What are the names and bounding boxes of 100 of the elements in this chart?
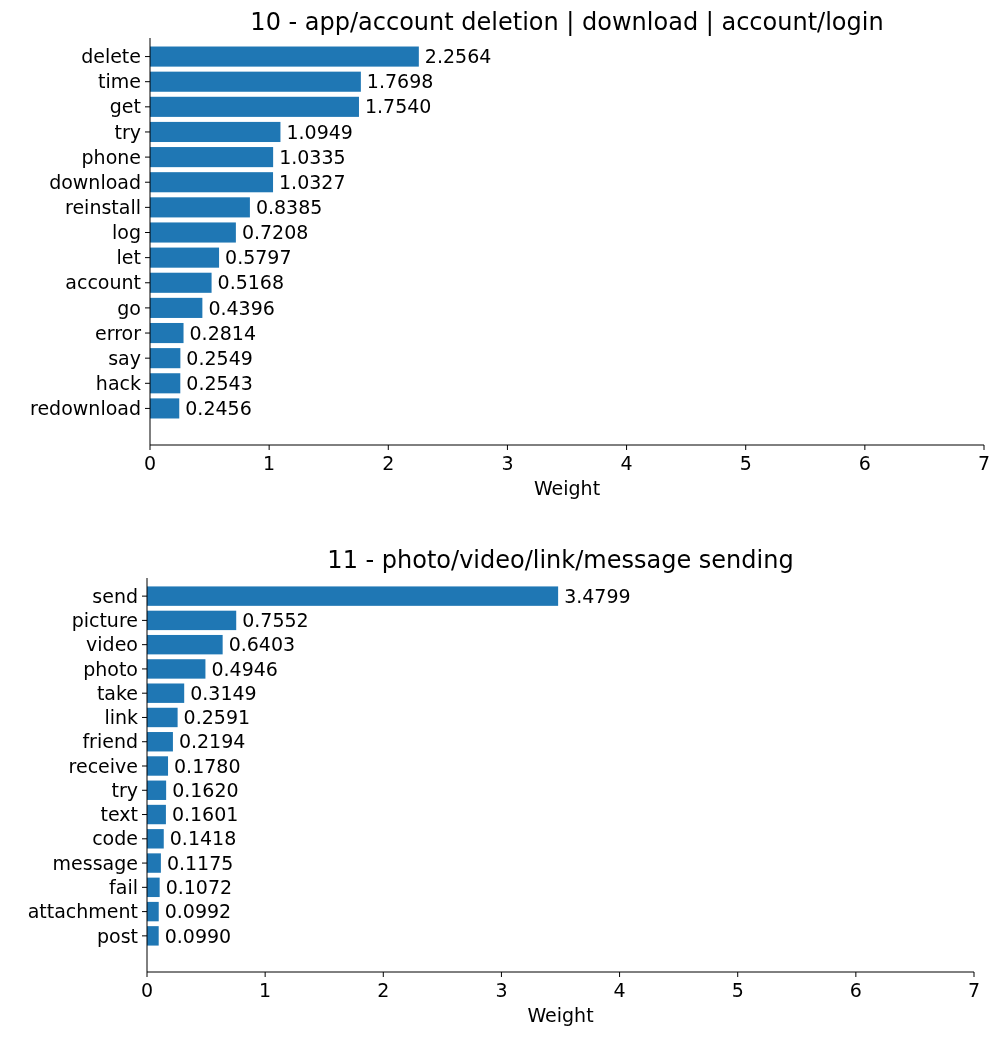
bar — [150, 121, 281, 143]
data-label: 0.6403 — [228, 633, 296, 656]
y-tick-label: phone — [81, 145, 141, 168]
x-tick-label: 3 — [495, 979, 508, 1001]
y-tick-label: download — [49, 170, 141, 193]
x-tick-label: 1 — [263, 452, 276, 474]
y-tick-label: account — [65, 271, 141, 294]
bar — [147, 634, 223, 655]
y-tick-label: fail — [109, 875, 138, 898]
data-label: 0.1175 — [166, 851, 234, 874]
y-tick-label: error — [95, 321, 142, 344]
data-label: 0.0990 — [164, 924, 232, 947]
data-label: 0.2194 — [178, 730, 246, 753]
x-tick-label: 4 — [613, 979, 626, 1001]
bar — [147, 659, 206, 679]
data-label: 0.0992 — [164, 900, 232, 923]
data-label: 0.1620 — [172, 778, 239, 801]
x-tick-label: 7 — [977, 452, 991, 474]
data-label: 0.4396 — [208, 296, 275, 319]
data-label: 0.2456 — [185, 397, 252, 420]
bar — [150, 197, 250, 218]
data-label: 0.3149 — [190, 681, 257, 704]
data-label: 1.7698 — [366, 70, 434, 93]
x-tick-label: 7 — [967, 979, 981, 1001]
x-tick-label: 5 — [739, 452, 752, 474]
y-tick-label: log — [112, 221, 141, 244]
x-tick-label: 6 — [858, 452, 871, 474]
data-label: 0.2814 — [189, 321, 257, 344]
data-label: 0.1780 — [174, 754, 241, 777]
y-tick-label: delete — [81, 45, 141, 68]
bar — [150, 348, 181, 369]
data-label: 1.7540 — [364, 95, 432, 118]
y-tick-label: say — [108, 346, 141, 369]
y-tick-label: go — [117, 296, 141, 319]
bar — [150, 96, 359, 117]
bar — [147, 610, 237, 631]
bar — [150, 222, 236, 243]
x-tick-label: 1 — [259, 979, 272, 1001]
x-tick-label: 0 — [140, 979, 154, 1001]
y-tick-label: attachment — [27, 900, 138, 923]
x-tick-label: 5 — [731, 979, 744, 1001]
bar — [147, 901, 159, 922]
chart-title: 10 - app/account deletion | download | account/login — [250, 8, 884, 36]
y-tick-label: video — [86, 633, 138, 656]
y-tick-label: redownload — [30, 397, 141, 420]
x-axis-title: Weight — [527, 1004, 594, 1026]
x-tick-label: 2 — [382, 452, 395, 474]
y-tick-label: get — [109, 95, 141, 118]
bar — [147, 926, 159, 946]
bar — [150, 297, 203, 318]
y-tick-label: send — [92, 584, 138, 607]
x-tick-label: 6 — [849, 979, 862, 1001]
bar — [150, 46, 419, 67]
data-label: 0.1072 — [165, 875, 233, 898]
data-label: 0.2549 — [186, 346, 253, 369]
y-tick-label: link — [104, 706, 138, 729]
y-tick-label: photo — [83, 657, 138, 680]
data-label: 1.0949 — [286, 120, 353, 143]
y-tick-label: picture — [71, 609, 138, 632]
bar — [150, 272, 212, 293]
data-label: 3.4799 — [564, 584, 631, 607]
x-tick-label: 3 — [501, 452, 514, 474]
bar — [147, 732, 173, 752]
data-label: 0.4946 — [211, 657, 278, 680]
y-tick-label: code — [92, 827, 138, 850]
y-tick-label: let — [116, 246, 141, 269]
y-tick-label: try — [111, 778, 138, 801]
y-tick-label: reinstall — [65, 196, 141, 219]
data-label: 0.2591 — [183, 706, 251, 729]
bar — [147, 707, 178, 728]
x-tick-label: 2 — [377, 979, 390, 1001]
data-label: 1.0335 — [279, 145, 346, 168]
data-label: 0.5797 — [225, 246, 292, 269]
data-label: 0.8385 — [255, 196, 323, 219]
data-label: 0.5168 — [217, 271, 285, 294]
y-tick-label: take — [96, 681, 138, 704]
data-label: 0.7208 — [241, 221, 309, 244]
data-label: 0.7552 — [242, 609, 309, 632]
bar — [147, 804, 166, 825]
bar — [150, 172, 274, 193]
bar — [150, 373, 181, 394]
data-label: 1.0327 — [279, 170, 346, 193]
data-label: 0.1601 — [171, 803, 239, 826]
bar — [150, 71, 361, 92]
bar — [150, 398, 180, 419]
bar — [150, 322, 184, 344]
data-label: 0.1418 — [169, 827, 237, 850]
y-tick-label: hack — [95, 371, 141, 394]
data-label: 2.2564 — [424, 45, 492, 68]
x-tick-label: 4 — [620, 452, 633, 474]
x-tick-label: 0 — [143, 452, 157, 474]
y-tick-label: message — [52, 851, 138, 874]
bar — [150, 147, 274, 168]
bar — [147, 756, 169, 776]
x-axis-title: Weight — [533, 477, 601, 499]
y-tick-label: try — [114, 120, 141, 143]
y-tick-label: time — [98, 70, 141, 93]
bar — [150, 247, 220, 268]
bar — [147, 780, 167, 800]
data-label: 0.2543 — [186, 371, 253, 394]
